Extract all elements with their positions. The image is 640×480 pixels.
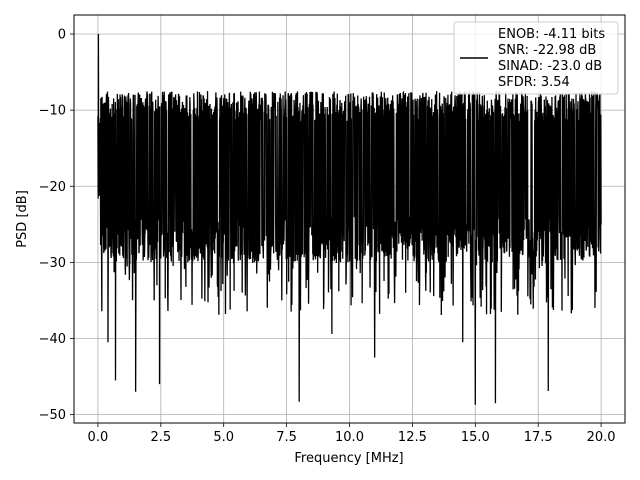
x-axis-ticks: 0.0 2.5 5.0 7.5 10.0 12.5 15.0 17.5 20.0 xyxy=(88,423,616,445)
y-tick-label: −10 xyxy=(39,104,66,119)
x-tick-label: 5.0 xyxy=(213,430,234,445)
legend: ENOB: -4.11 bits SNR: -22.98 dB SINAD: -… xyxy=(453,21,619,95)
x-tick-label: 0.0 xyxy=(88,430,109,445)
x-tick-label: 2.5 xyxy=(150,430,171,445)
legend-snr: SNR: -22.98 dB xyxy=(498,43,596,58)
x-tick-label: 15.0 xyxy=(461,430,490,445)
x-tick-label: 10.0 xyxy=(335,430,364,445)
plot-area xyxy=(97,34,602,405)
y-axis-label: PSD [dB] xyxy=(15,190,30,248)
x-tick-label: 17.5 xyxy=(524,430,553,445)
x-axis-label: Frequency [MHz] xyxy=(294,451,403,466)
legend-enob: ENOB: -4.11 bits xyxy=(498,27,605,42)
psd-series-line xyxy=(97,34,602,405)
legend-sinad: SINAD: -23.0 dB xyxy=(498,59,602,74)
y-tick-label: −20 xyxy=(39,180,66,195)
y-axis-ticks: 0 −10 −20 −30 −40 −50 xyxy=(39,28,74,423)
x-tick-label: 20.0 xyxy=(587,430,616,445)
x-tick-label: 7.5 xyxy=(276,430,297,445)
y-tick-label: −50 xyxy=(39,408,66,423)
y-tick-label: 0 xyxy=(58,28,66,43)
legend-sfdr: SFDR: 3.54 xyxy=(498,75,570,90)
y-tick-label: −40 xyxy=(39,332,66,347)
legend-box xyxy=(453,21,619,95)
y-tick-label: −30 xyxy=(39,256,66,271)
x-tick-label: 12.5 xyxy=(398,430,427,445)
